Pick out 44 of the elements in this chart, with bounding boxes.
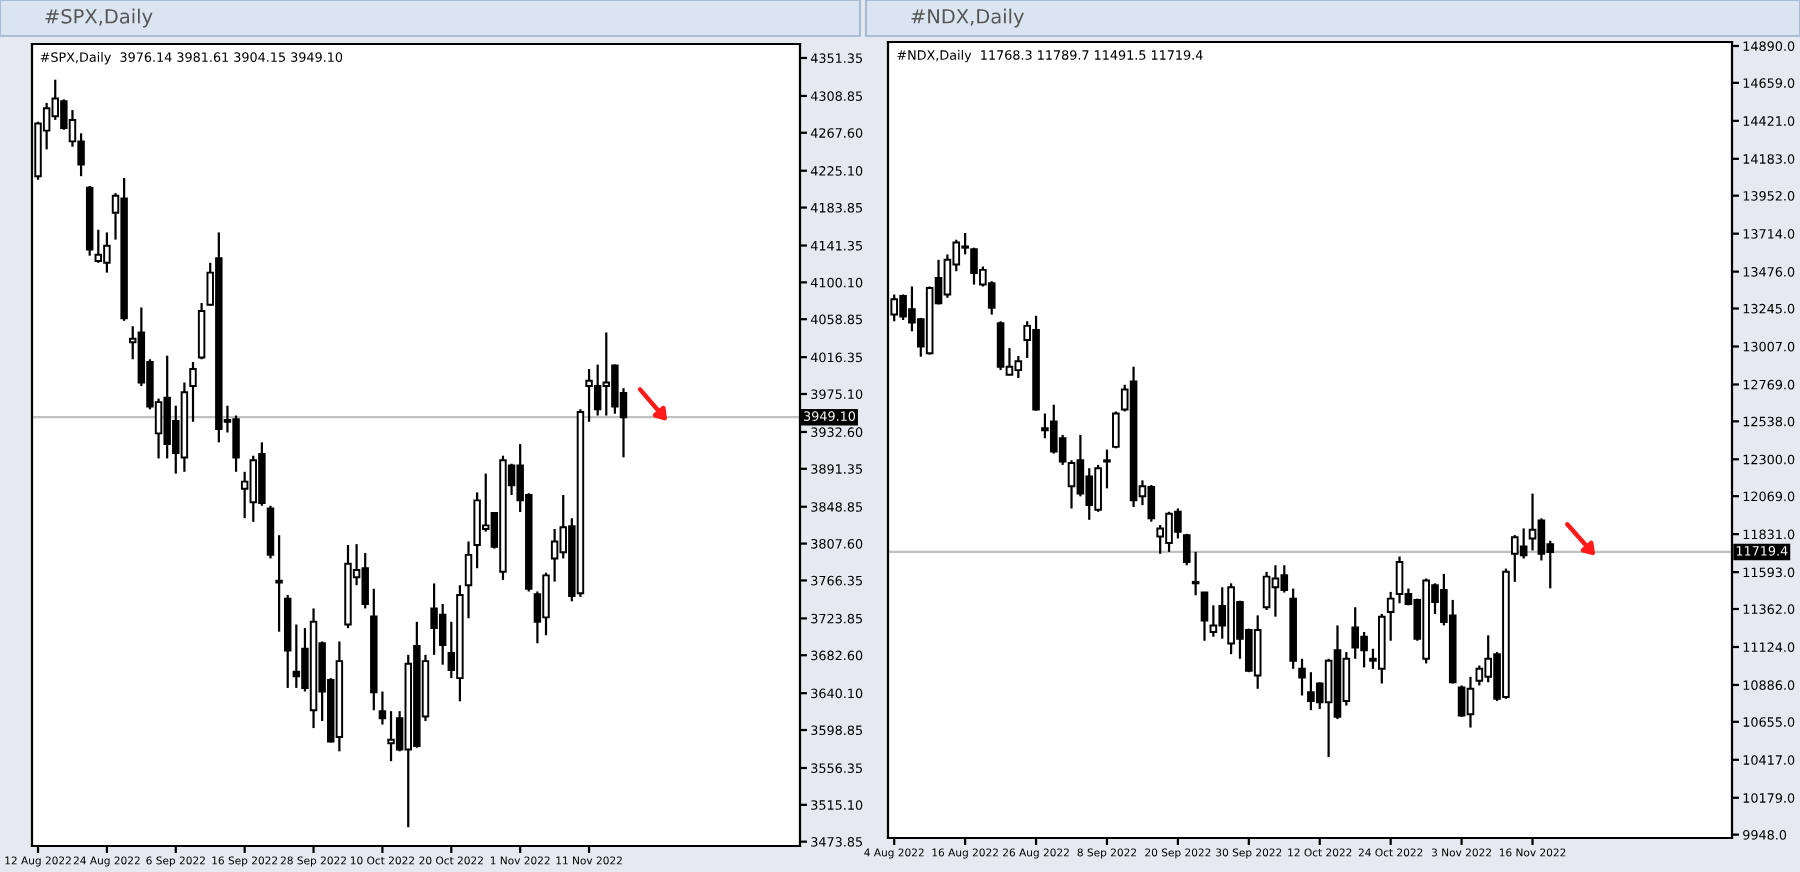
candlestick	[94, 228, 103, 264]
candlestick	[292, 623, 301, 690]
candlestick	[1395, 555, 1404, 605]
candlestick	[1014, 354, 1023, 380]
candlestick	[593, 363, 602, 417]
candlestick	[1351, 606, 1360, 660]
candlestick	[1218, 586, 1227, 640]
candlestick	[1386, 590, 1395, 642]
candlestick	[1200, 590, 1209, 642]
candlestick	[1049, 403, 1058, 455]
candlestick	[542, 571, 550, 637]
candlestick	[1271, 564, 1280, 618]
chart-title: #NDX,Daily	[911, 8, 1024, 28]
candlestick	[1457, 684, 1466, 718]
candlestick	[1537, 517, 1546, 562]
candlestick	[1112, 410, 1120, 450]
candlestick	[1085, 467, 1094, 521]
candlestick	[266, 504, 275, 560]
candlestick	[1519, 527, 1528, 560]
candlestick	[1076, 433, 1085, 498]
candlestick	[387, 710, 395, 763]
candlestick	[550, 527, 559, 583]
candlestick	[361, 551, 369, 610]
chart-title: #SPX,Daily	[45, 8, 153, 28]
candlestick	[1528, 492, 1537, 552]
candlestick	[1475, 664, 1484, 687]
candlestick	[232, 414, 240, 473]
candlestick	[1209, 604, 1218, 638]
candlestick	[585, 367, 593, 423]
candlestick	[996, 320, 1005, 372]
candlestick	[1510, 534, 1519, 583]
candlestick	[1182, 532, 1191, 567]
candlestick	[1253, 614, 1262, 690]
candlestick	[438, 602, 447, 666]
candlestick	[103, 231, 111, 274]
candlestick	[1324, 657, 1333, 759]
candlestick	[430, 582, 438, 656]
candlestick	[1191, 550, 1200, 597]
candlestick	[1298, 657, 1306, 697]
candlestick	[1147, 483, 1156, 523]
candlestick	[1103, 448, 1111, 490]
candlestick	[275, 534, 283, 633]
candlestick	[1466, 675, 1475, 729]
candlestick	[1262, 570, 1271, 612]
